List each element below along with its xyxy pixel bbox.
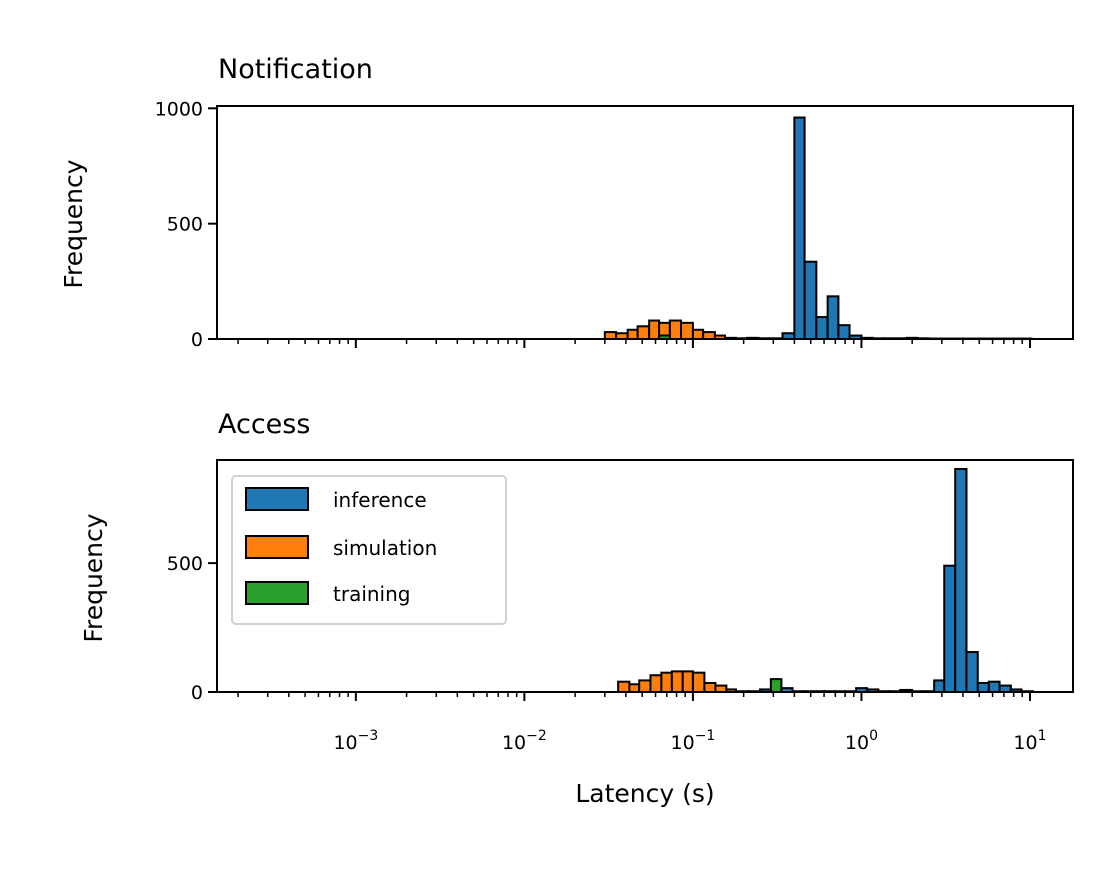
bar-simulation-8 <box>703 681 717 693</box>
subplot-access: Access Frequency 0 500 inference simulati… <box>79 409 1074 704</box>
bar-inference-6 <box>793 116 806 340</box>
bar-inference-20 <box>965 651 979 693</box>
bar-simulation-6 <box>668 319 683 341</box>
y-ticks-access: 0 500 <box>167 553 217 704</box>
bar-inference-22 <box>987 680 1001 694</box>
bar-simulation-3 <box>649 674 663 693</box>
x-ticks-access <box>237 692 1031 701</box>
bar-simulation-3 <box>636 325 651 340</box>
bar-simulation-7 <box>680 321 694 341</box>
legend-item-training: training <box>245 581 410 606</box>
bar-simulation-2 <box>638 679 652 694</box>
bar-inference-17 <box>933 679 946 694</box>
bar-simulation-5 <box>670 670 684 694</box>
legend-swatch-inference <box>245 487 309 511</box>
x-tick-label: 100 <box>845 728 878 754</box>
bar-simulation-2 <box>626 328 639 340</box>
axes-frame-access <box>216 459 1074 693</box>
legend-item-inference: inference <box>245 487 427 512</box>
bar-simulation-7 <box>691 671 706 693</box>
y-axis-label-access: Frequency <box>79 513 108 642</box>
bar-simulation-4 <box>648 319 661 341</box>
x-tick-label: 101 <box>1013 728 1046 754</box>
bar-simulation-6 <box>681 670 694 694</box>
plot-area-notification <box>603 116 1033 341</box>
legend-label-simulation: simulation <box>333 536 437 560</box>
bar-simulation-0 <box>617 680 631 694</box>
bar-inference-8 <box>815 316 829 340</box>
y-axis-label-notification: Frequency <box>59 159 88 288</box>
bar-inference-18 <box>943 564 957 693</box>
bar-inference-7 <box>803 260 818 340</box>
axes-frame-notification <box>216 105 1074 340</box>
bar-inference-19 <box>954 468 968 693</box>
y-ticks-notification: 0 500 1000 <box>155 98 217 351</box>
subplot-title-notification: Notification <box>218 54 373 85</box>
subplot-notification: Notification Frequency 0 500 1000 <box>59 54 1074 351</box>
legend-swatch-training <box>245 581 309 605</box>
bar-inference-10 <box>837 324 851 341</box>
bar-training-0 <box>769 678 783 693</box>
x-tick-labels: 10−3 10−2 10−1 100 101 <box>333 728 1046 754</box>
bar-simulation-1 <box>628 683 641 694</box>
x-tick-label: 10−2 <box>502 728 547 754</box>
legend-label-training: training <box>333 582 410 606</box>
legend: inference simulation training <box>231 475 507 625</box>
x-axis-label: Latency (s) <box>575 779 714 808</box>
y-tick-label: 500 <box>167 553 203 575</box>
x-tick-label: 10−1 <box>671 728 716 754</box>
legend-label-inference: inference <box>333 488 427 512</box>
subplot-title-access: Access <box>218 409 310 440</box>
x-tick-label: 10−3 <box>333 728 378 754</box>
bar-simulation-4 <box>660 671 673 693</box>
bar-simulation-8 <box>691 328 705 340</box>
y-tick-label: 0 <box>191 329 203 351</box>
bar-inference-21 <box>976 681 990 693</box>
bar-simulation-9 <box>702 331 716 340</box>
y-tick-label: 0 <box>191 682 203 704</box>
legend-item-simulation: simulation <box>245 535 437 560</box>
y-tick-label: 1000 <box>155 98 203 120</box>
bar-inference-9 <box>826 295 840 341</box>
x-ticks-notification <box>237 339 1031 348</box>
bar-simulation-0 <box>603 331 618 340</box>
y-tick-label: 500 <box>167 214 203 236</box>
legend-swatch-simulation <box>245 535 309 559</box>
plot-area-access <box>617 468 1034 694</box>
